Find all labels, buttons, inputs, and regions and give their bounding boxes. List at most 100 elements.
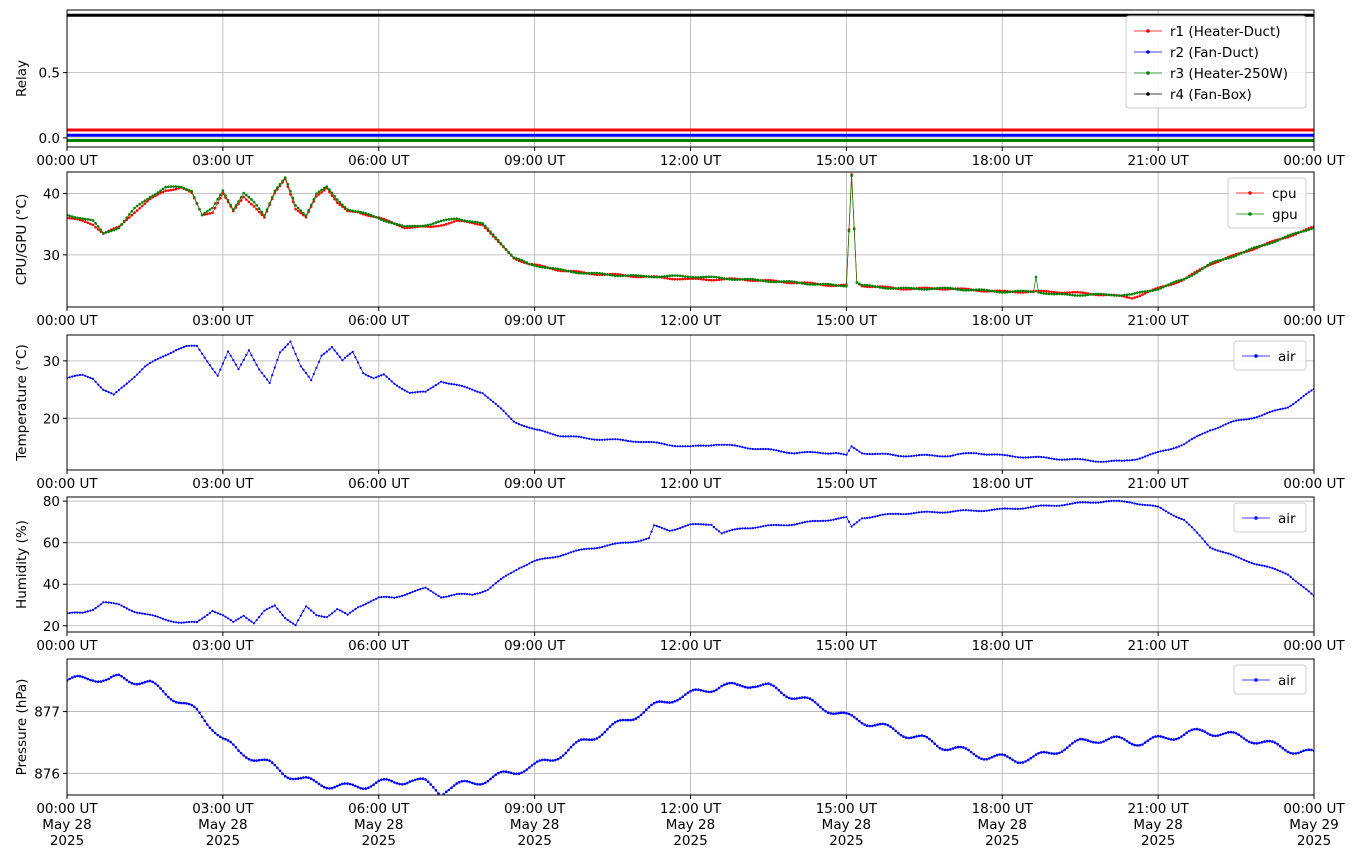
data-point <box>730 278 734 281</box>
data-point <box>1040 504 1043 507</box>
data-point <box>676 274 679 277</box>
data-point <box>237 202 240 206</box>
data-point <box>146 680 149 683</box>
data-point <box>829 452 832 455</box>
data-point <box>1086 739 1090 742</box>
data-point <box>826 282 830 286</box>
data-point <box>541 758 544 762</box>
data-point <box>595 271 599 275</box>
data-point <box>546 557 549 560</box>
data-point <box>1138 743 1142 747</box>
data-point <box>315 614 318 617</box>
data-point <box>972 752 975 756</box>
data-point <box>120 675 123 678</box>
data-point <box>803 451 806 454</box>
data-point <box>1175 446 1178 449</box>
data-point <box>689 275 692 279</box>
data-point <box>224 194 227 197</box>
data-point <box>1045 504 1048 507</box>
data-point <box>240 363 243 366</box>
data-point <box>1278 238 1282 241</box>
data-point <box>1052 292 1056 296</box>
data-point <box>1203 431 1206 434</box>
grid <box>66 335 1315 470</box>
data-point <box>985 453 988 456</box>
data-point <box>990 756 994 759</box>
data-point <box>1136 295 1139 299</box>
data-point <box>915 454 918 457</box>
data-point <box>720 684 723 688</box>
data-point <box>798 281 801 285</box>
data-point <box>749 527 752 530</box>
data-point <box>416 390 419 394</box>
data-point <box>562 435 565 438</box>
data-point <box>190 620 193 623</box>
data-point <box>629 718 632 722</box>
data-point <box>868 453 871 456</box>
data-point <box>918 454 921 457</box>
data-point <box>813 283 817 286</box>
x-tick-label: 21:00 UT <box>1127 313 1189 329</box>
data-point <box>206 613 209 617</box>
data-point <box>317 190 321 194</box>
data-point <box>793 697 796 701</box>
data-point <box>1053 457 1056 461</box>
data-point <box>84 374 87 377</box>
data-point <box>704 275 708 279</box>
data-point <box>1297 582 1300 585</box>
data-point <box>419 224 422 228</box>
legend-swatch-marker <box>1146 71 1150 75</box>
data-point <box>764 280 768 283</box>
data-point <box>1211 734 1214 737</box>
data-point <box>135 682 139 686</box>
data-point <box>988 453 991 456</box>
data-point <box>445 790 448 793</box>
data-point <box>788 451 791 455</box>
data-point <box>1032 290 1035 294</box>
data-point <box>429 783 433 786</box>
data-point <box>1177 445 1180 448</box>
data-point <box>286 182 290 186</box>
data-point <box>169 698 173 701</box>
data-point <box>115 602 118 605</box>
data-point <box>1167 448 1170 451</box>
data-point <box>333 785 336 789</box>
data-point <box>1276 408 1279 411</box>
data-point <box>855 717 859 721</box>
data-point <box>1201 537 1204 540</box>
data-point <box>548 759 552 762</box>
data-point <box>1227 422 1230 425</box>
data-point <box>1034 289 1038 293</box>
data-point <box>993 453 996 456</box>
data-point <box>167 185 170 189</box>
data-point <box>322 189 326 192</box>
data-point <box>1076 294 1079 297</box>
data-point <box>1284 407 1287 410</box>
data-point <box>1188 523 1191 526</box>
data-point <box>600 733 604 736</box>
data-point <box>89 222 92 226</box>
data-point <box>1032 505 1035 508</box>
data-point <box>86 610 89 613</box>
data-point <box>715 528 718 531</box>
data-point <box>1252 246 1256 249</box>
data-point <box>330 346 334 349</box>
data-point <box>1255 563 1258 566</box>
data-point <box>985 758 988 761</box>
data-point <box>133 610 136 614</box>
data-point <box>232 359 235 362</box>
data-point <box>291 622 295 625</box>
data-point <box>445 218 448 222</box>
data-point <box>330 194 334 197</box>
data-point <box>1286 573 1290 576</box>
data-point <box>650 703 653 707</box>
data-point <box>842 711 846 714</box>
data-point <box>1237 419 1240 422</box>
data-point <box>390 221 394 225</box>
data-point <box>1154 288 1157 292</box>
data-point <box>619 541 622 545</box>
data-point <box>169 185 173 188</box>
data-point <box>588 437 591 440</box>
data-point <box>367 786 370 790</box>
data-point <box>481 222 485 225</box>
